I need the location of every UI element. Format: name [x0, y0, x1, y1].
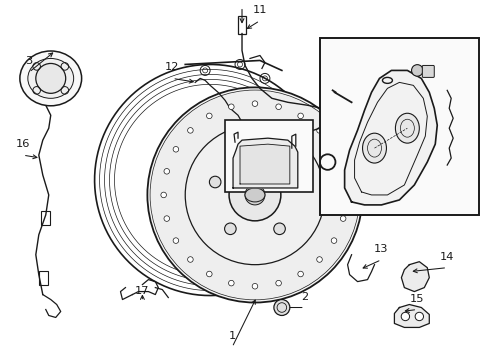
Circle shape	[245, 185, 265, 205]
Circle shape	[274, 223, 285, 235]
Circle shape	[228, 280, 234, 286]
Text: 13: 13	[374, 244, 389, 254]
Circle shape	[164, 216, 170, 221]
Text: 12: 12	[165, 62, 179, 72]
Circle shape	[185, 125, 325, 265]
Circle shape	[150, 90, 360, 300]
Circle shape	[228, 104, 234, 109]
Text: 6: 6	[324, 144, 331, 154]
Text: 7: 7	[326, 76, 333, 86]
Polygon shape	[344, 71, 437, 205]
Circle shape	[289, 176, 300, 188]
Circle shape	[252, 101, 258, 107]
Bar	[238, 15, 246, 33]
Circle shape	[298, 113, 303, 119]
Circle shape	[317, 127, 322, 133]
Circle shape	[206, 271, 212, 277]
Bar	[41, 211, 50, 225]
Circle shape	[298, 271, 303, 277]
Text: 15: 15	[410, 293, 424, 303]
Text: 11: 11	[253, 5, 267, 15]
Circle shape	[188, 257, 193, 262]
Ellipse shape	[245, 188, 265, 202]
Text: 4: 4	[391, 189, 398, 199]
Polygon shape	[394, 305, 429, 328]
Ellipse shape	[395, 113, 419, 143]
Circle shape	[147, 87, 363, 302]
Polygon shape	[240, 144, 290, 184]
Text: 14: 14	[440, 252, 454, 262]
Bar	[39, 271, 48, 285]
Circle shape	[415, 312, 423, 321]
Circle shape	[331, 238, 337, 243]
Text: 3: 3	[25, 57, 32, 67]
Circle shape	[173, 238, 179, 243]
Bar	[225, 120, 313, 192]
Circle shape	[331, 147, 337, 152]
Circle shape	[343, 192, 349, 198]
Circle shape	[206, 113, 212, 119]
Circle shape	[36, 63, 66, 93]
Ellipse shape	[20, 51, 82, 106]
Text: 16: 16	[16, 139, 30, 149]
Circle shape	[209, 176, 221, 188]
Text: 9: 9	[408, 46, 415, 57]
Circle shape	[276, 280, 281, 286]
Circle shape	[229, 169, 281, 221]
Circle shape	[341, 216, 346, 221]
Circle shape	[341, 168, 346, 174]
Text: 5: 5	[461, 109, 468, 119]
Ellipse shape	[363, 133, 387, 163]
Ellipse shape	[28, 58, 74, 98]
Circle shape	[401, 312, 410, 321]
Text: 2: 2	[301, 292, 308, 302]
Circle shape	[252, 283, 258, 289]
Text: 10: 10	[265, 192, 279, 202]
Polygon shape	[401, 262, 429, 292]
Circle shape	[317, 257, 322, 262]
Circle shape	[188, 127, 193, 133]
Circle shape	[224, 223, 236, 235]
Circle shape	[249, 147, 261, 159]
Polygon shape	[233, 138, 298, 188]
Circle shape	[173, 147, 179, 152]
Circle shape	[274, 300, 290, 315]
Circle shape	[164, 168, 170, 174]
Bar	[319, 37, 479, 215]
Text: 17: 17	[135, 285, 149, 296]
Text: 8: 8	[374, 64, 381, 75]
FancyBboxPatch shape	[422, 66, 434, 77]
Text: 1: 1	[228, 331, 236, 341]
Circle shape	[276, 104, 281, 109]
Circle shape	[161, 192, 167, 198]
Circle shape	[412, 65, 423, 76]
